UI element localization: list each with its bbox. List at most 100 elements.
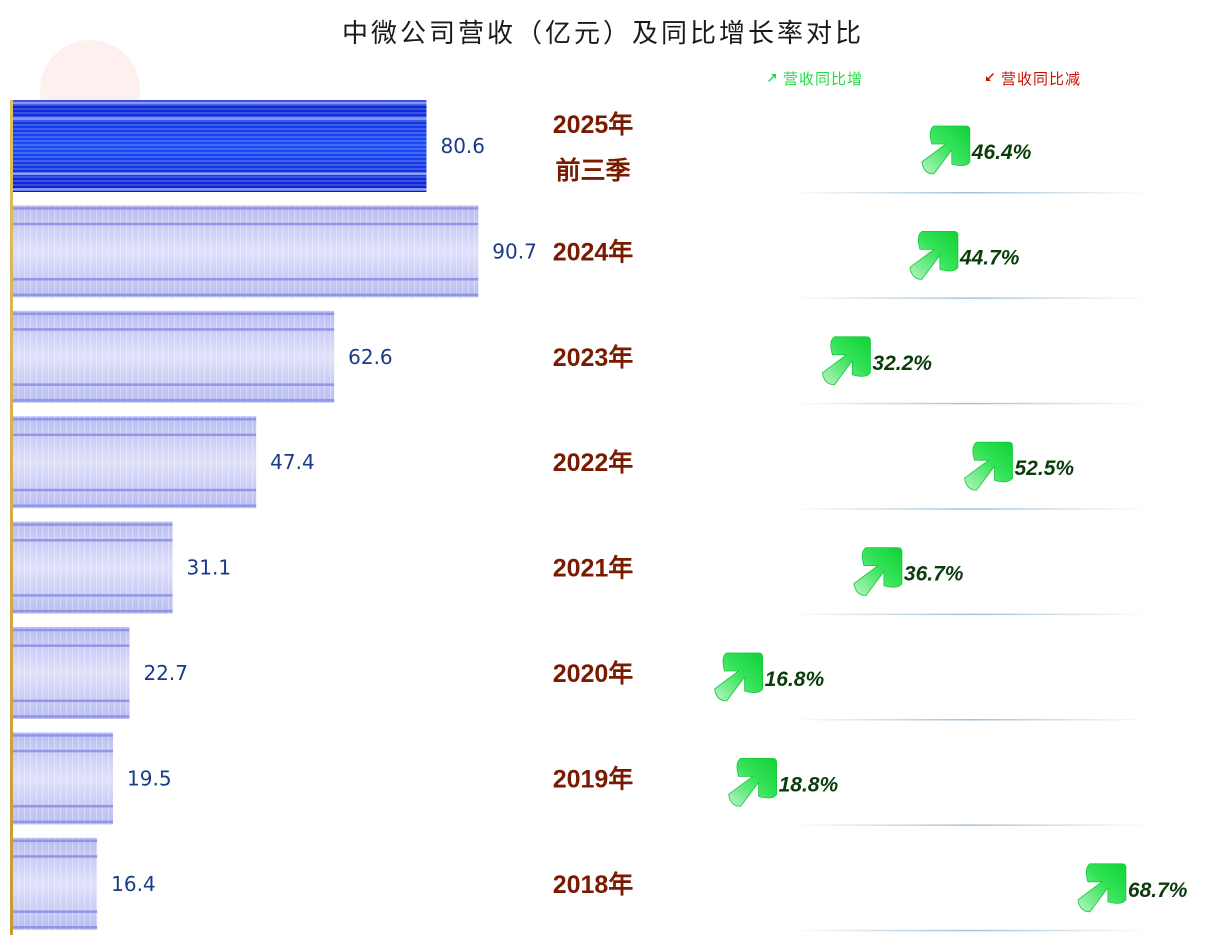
year-label: 2024年	[553, 237, 634, 266]
bar-stripe	[13, 749, 114, 753]
growth-layer: 46.4% 44.7% 32.2% 52.5% 36.7% 16.8% 18.8% 68.7%	[714, 125, 1188, 932]
bar-group	[13, 837, 98, 930]
arrow-up-right-icon	[714, 652, 763, 702]
arrow-up-right-icon	[768, 74, 776, 82]
year-label: 2021年	[553, 554, 634, 583]
value-label: 47.4	[270, 450, 315, 474]
bar-group	[13, 521, 173, 614]
row-separator	[790, 929, 1150, 932]
row-separator	[790, 824, 1150, 826]
bar-group	[13, 100, 427, 192]
bar-texture	[13, 416, 257, 509]
growth-label: 16.8%	[765, 668, 825, 691]
bar-stripe	[13, 433, 257, 437]
arrow-up-right-icon	[1077, 863, 1127, 913]
legend-label: 营收同比增	[783, 70, 863, 88]
bar-stripe	[13, 399, 335, 402]
bar-group	[13, 627, 130, 719]
year-label: 2022年	[553, 448, 634, 477]
bar-group	[13, 416, 257, 509]
bar-texture	[13, 837, 98, 930]
arrow-up-right-icon	[909, 231, 959, 280]
growth-label: 32.2%	[872, 352, 932, 375]
bar-stripe	[13, 699, 130, 703]
bar-stripe	[13, 644, 130, 647]
legend-label: 营收同比减	[1001, 70, 1081, 88]
arrow-up-right-icon	[728, 758, 777, 807]
bar-stripe	[13, 293, 479, 297]
value-label: 22.7	[143, 661, 188, 685]
growth-label: 36.7%	[904, 563, 964, 586]
year-label: 2020年	[553, 659, 634, 688]
row-separator	[790, 508, 1150, 510]
bar-stripe	[13, 910, 98, 913]
row-separator	[790, 719, 1150, 721]
bar-stripe	[13, 609, 173, 613]
bar-stripe	[13, 734, 114, 737]
year-label: 前三季	[555, 156, 630, 185]
bar-stripe	[13, 628, 130, 632]
bars-layer	[13, 100, 479, 930]
growth-label: 44.7%	[959, 246, 1020, 269]
row-separator	[790, 402, 1150, 405]
bar-stripe	[13, 926, 98, 929]
bar-group	[13, 310, 335, 403]
bar-stripe	[13, 805, 114, 808]
bar-stripe	[13, 101, 427, 105]
bar-texture	[13, 310, 335, 403]
legend-item: 营收同比减	[986, 70, 1081, 88]
value-label: 16.4	[111, 872, 156, 896]
row-separator	[790, 192, 1150, 194]
chart-title: 中微公司营收（亿元）及同比增长率对比	[342, 19, 864, 49]
bar-texture	[13, 732, 114, 825]
bar-stripe	[13, 172, 427, 176]
bar-group	[13, 732, 114, 825]
row-separator	[790, 297, 1150, 299]
year-label: 2023年	[553, 343, 634, 372]
legend-item: 营收同比增	[768, 70, 863, 88]
bar-stripe	[13, 207, 479, 210]
value-label: 80.6	[440, 134, 485, 158]
bar-stripe	[13, 188, 427, 191]
bar-stripe	[13, 855, 98, 858]
arrow-down-left-icon	[986, 73, 994, 81]
bar-stripe	[13, 328, 335, 331]
arrow-up-right-icon	[821, 336, 871, 386]
bar-stripe	[13, 278, 479, 281]
growth-label: 46.4%	[971, 141, 1032, 164]
bar-stripe	[13, 539, 173, 542]
year-label: 2018年	[553, 870, 634, 899]
bar-texture	[13, 627, 130, 719]
bar-stripe	[13, 820, 114, 824]
bar-texture	[13, 205, 479, 298]
bar-stripe	[13, 839, 98, 843]
value-label: 62.6	[348, 345, 393, 369]
bar-stripe	[13, 504, 257, 507]
value-label: 19.5	[127, 766, 172, 790]
value-label: 31.1	[187, 556, 232, 580]
year-label: 2025年	[553, 110, 634, 139]
value-label: 90.7	[492, 239, 537, 263]
growth-label: 52.5%	[1015, 457, 1075, 480]
arrow-up-right-icon	[853, 547, 903, 597]
growth-label: 68.7%	[1128, 879, 1188, 902]
legend: 营收同比增 营收同比减	[768, 70, 1081, 88]
row-separator	[790, 613, 1150, 616]
growth-label: 18.8%	[779, 773, 839, 796]
bar-stripe	[13, 594, 173, 597]
bar-stripe	[13, 222, 479, 226]
bar-stripe	[13, 383, 335, 386]
bar-stripe	[13, 523, 173, 526]
bar-texture	[13, 100, 427, 192]
bar-stripe	[13, 312, 335, 316]
arrow-up-right-icon	[964, 441, 1013, 491]
bar-stripe	[13, 488, 257, 492]
year-label: 2019年	[553, 764, 634, 793]
arrow-up-right-icon	[921, 125, 971, 175]
bar-stripe	[13, 417, 257, 421]
category-axis-line	[10, 100, 13, 935]
bar-stripe	[13, 117, 427, 120]
bar-stripe	[13, 715, 130, 718]
